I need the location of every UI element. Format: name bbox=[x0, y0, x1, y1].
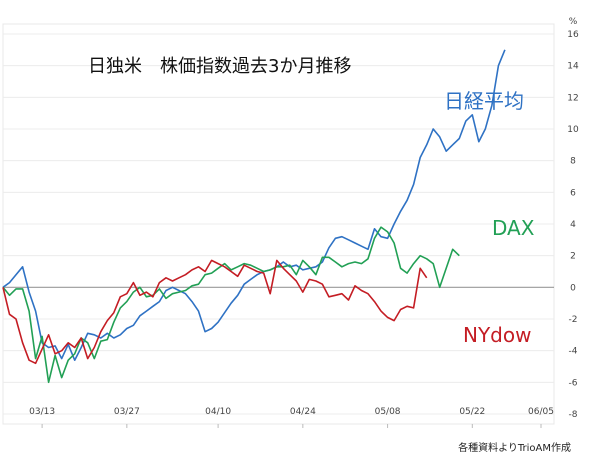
y-tick-label: -6 bbox=[569, 378, 578, 388]
y-tick-label: 10 bbox=[567, 125, 579, 135]
y-tick-label: 12 bbox=[567, 93, 578, 103]
x-tick-label: 04/10 bbox=[205, 407, 231, 417]
x-tick-label: 06/05 bbox=[528, 407, 554, 417]
series-line-nikkei bbox=[2, 49, 506, 361]
source-note: 各種資料よりTrioAM作成 bbox=[458, 443, 571, 454]
y-tick-label: 4 bbox=[570, 220, 576, 230]
x-tick-label: 03/13 bbox=[29, 407, 55, 417]
x-tick-label: 03/27 bbox=[114, 407, 140, 417]
series-label-nikkei: 日経平均 bbox=[444, 89, 524, 113]
series-lines bbox=[2, 49, 506, 384]
y-tick-label: -2 bbox=[569, 315, 578, 325]
y-tick-label: 6 bbox=[570, 188, 576, 198]
series-line-nydow bbox=[2, 259, 428, 365]
x-tick-label: 05/22 bbox=[459, 407, 485, 417]
y-tick-label: 16 bbox=[567, 30, 579, 40]
y-tick-label: 14 bbox=[567, 62, 579, 72]
y-axis: -8 -6 -4 -2 0 2 4 6 8 10 12 14 16 bbox=[567, 30, 579, 420]
series-line-dax bbox=[2, 226, 460, 384]
series-label-nydow: NYdow bbox=[463, 323, 531, 347]
y-tick-label: -8 bbox=[569, 410, 578, 420]
series-label-dax: DAX bbox=[492, 216, 535, 240]
y-tick-label: 8 bbox=[570, 157, 576, 167]
y-tick-label: 0 bbox=[570, 283, 576, 293]
x-axis: 03/13 03/27 04/10 04/24 05/08 05/22 06/05 bbox=[29, 407, 554, 428]
x-tick-label: 05/08 bbox=[375, 407, 401, 417]
unit-label: % bbox=[569, 17, 578, 27]
y-tick-label: 2 bbox=[570, 252, 576, 262]
chart-title: 日独米 株価指数過去3か月推移 bbox=[88, 56, 351, 77]
gridlines bbox=[3, 33, 554, 415]
x-tick-label: 04/24 bbox=[290, 407, 316, 417]
y-tick-label: -4 bbox=[569, 347, 578, 357]
